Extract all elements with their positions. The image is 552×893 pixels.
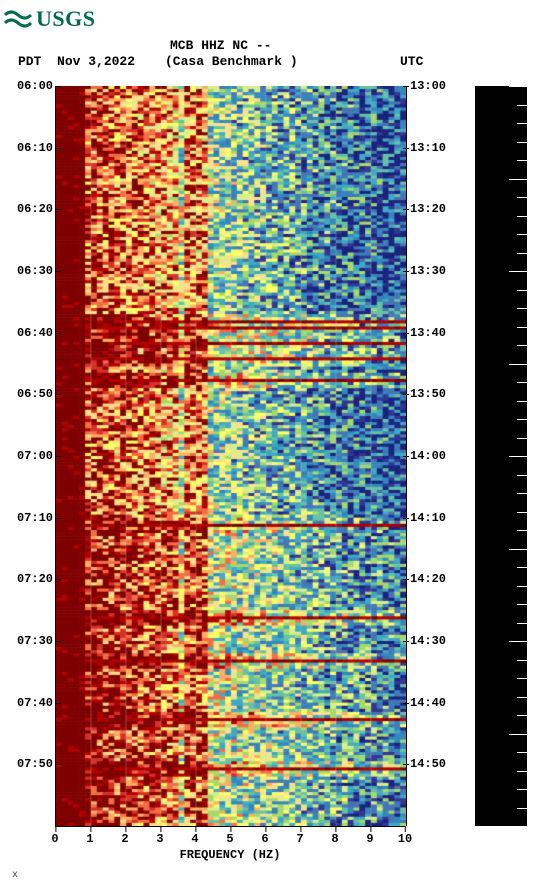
yaxis-tick-label: 13:50 [410,387,446,401]
spectrogram-canvas [56,86,406,826]
colorbar [475,86,527,826]
yaxis-tick-label: 13:10 [410,141,446,155]
yaxis-tick-label: 13:20 [410,202,446,216]
header-utc-label: UTC [400,54,423,69]
xaxis-tick-label: 6 [261,832,268,846]
yaxis-tick-label: 06:00 [17,79,53,93]
yaxis-tick-label: 14:30 [410,634,446,648]
header-pdt-date: PDT Nov 3,2022 [18,54,135,69]
yaxis-tick-label: 07:30 [17,634,53,648]
yaxis-tick-label: 14:00 [410,449,446,463]
header-station-desc: (Casa Benchmark ) [165,54,298,69]
yaxis-tick-label: 07:10 [17,511,53,525]
yaxis-tick-label: 06:20 [17,202,53,216]
yaxis-tick-label: 06:40 [17,326,53,340]
yaxis-right-ticks: 13:0013:1013:2013:3013:4013:5014:0014:10… [410,86,455,826]
xaxis-label: FREQUENCY (HZ) [55,848,405,862]
page-root: USGS MCB HHZ NC -- PDT Nov 3,2022 (Casa … [0,0,552,893]
header-station-line: MCB HHZ NC -- [170,38,271,53]
yaxis-tick-label: 07:50 [17,757,53,771]
xaxis-tick-label: 0 [51,832,58,846]
xaxis-tick-label: 10 [398,832,412,846]
yaxis-tick-label: 14:40 [410,696,446,710]
xaxis-tick-label: 7 [296,832,303,846]
yaxis-tick-label: 07:00 [17,449,53,463]
spectrogram-plot [55,86,407,826]
xaxis-tick-label: 5 [226,832,233,846]
yaxis-tick-label: 14:50 [410,757,446,771]
yaxis-tick-label: 14:20 [410,572,446,586]
yaxis-tick-label: 07:20 [17,572,53,586]
yaxis-tick-label: 06:50 [17,387,53,401]
usgs-logo: USGS [4,6,95,32]
header-date: Nov 3,2022 [57,54,135,69]
xaxis-tick-label: 8 [331,832,338,846]
yaxis-tick-label: 07:40 [17,696,53,710]
xaxis-tick-label: 3 [156,832,163,846]
pdt-label: PDT [18,54,41,69]
yaxis-tick-label: 13:40 [410,326,446,340]
xaxis-tick-label: 1 [86,832,93,846]
yaxis-left-ticks: 06:0006:1006:2006:3006:4006:5007:0007:10… [8,86,53,826]
usgs-wave-icon [4,8,32,30]
yaxis-tick-label: 13:00 [410,79,446,93]
xaxis-tick-label: 2 [121,832,128,846]
yaxis-tick-label: 06:30 [17,264,53,278]
yaxis-tick-label: 06:10 [17,141,53,155]
xaxis-tick-label: 4 [191,832,198,846]
xaxis-tick-label: 9 [366,832,373,846]
usgs-logo-text: USGS [36,6,95,32]
yaxis-tick-label: 14:10 [410,511,446,525]
yaxis-tick-label: 13:30 [410,264,446,278]
footer-mark: x [12,870,18,881]
